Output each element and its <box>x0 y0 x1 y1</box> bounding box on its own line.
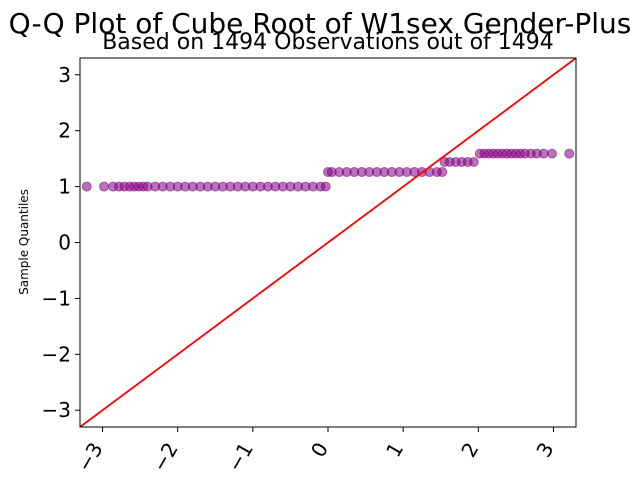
y-axis-label: Sample Quantiles <box>17 189 31 295</box>
chart-title: Q-Q Plot of Cube Root of W1sex Gender-Pl… <box>9 7 632 40</box>
x-tick-label: −2 <box>147 438 183 476</box>
x-tick-label: 3 <box>531 438 558 461</box>
reference-line <box>80 58 576 427</box>
y-tick-label: −1 <box>42 286 71 310</box>
data-point <box>538 148 549 159</box>
x-tick-label: −3 <box>72 438 108 476</box>
data-point <box>81 181 92 192</box>
y-tick-label: −3 <box>42 398 71 422</box>
x-tick-label: 2 <box>456 438 483 461</box>
data-point <box>546 148 557 159</box>
y-tick-label: 3 <box>58 63 71 87</box>
reference-line-group <box>80 58 576 427</box>
data-point <box>437 167 448 178</box>
data-point <box>320 181 331 192</box>
data-point <box>468 156 479 167</box>
y-tick-label: 0 <box>58 231 71 255</box>
data-point <box>99 181 110 192</box>
y-tick-label: 1 <box>58 175 71 199</box>
data-points <box>81 148 575 192</box>
y-axis: −3 −2 −1 0 1 2 3 <box>42 63 80 422</box>
y-tick-label: 2 <box>58 119 71 143</box>
y-tick-label: −2 <box>42 342 71 366</box>
x-axis: −3 −2 −1 0 1 2 3 <box>72 427 559 476</box>
data-point <box>564 148 575 159</box>
x-tick-label: 1 <box>381 438 408 461</box>
chart-subtitle: Based on 1494 Observations out of 1494 <box>102 30 554 55</box>
x-tick-label: −1 <box>222 438 258 476</box>
x-tick-label: 0 <box>306 438 333 461</box>
